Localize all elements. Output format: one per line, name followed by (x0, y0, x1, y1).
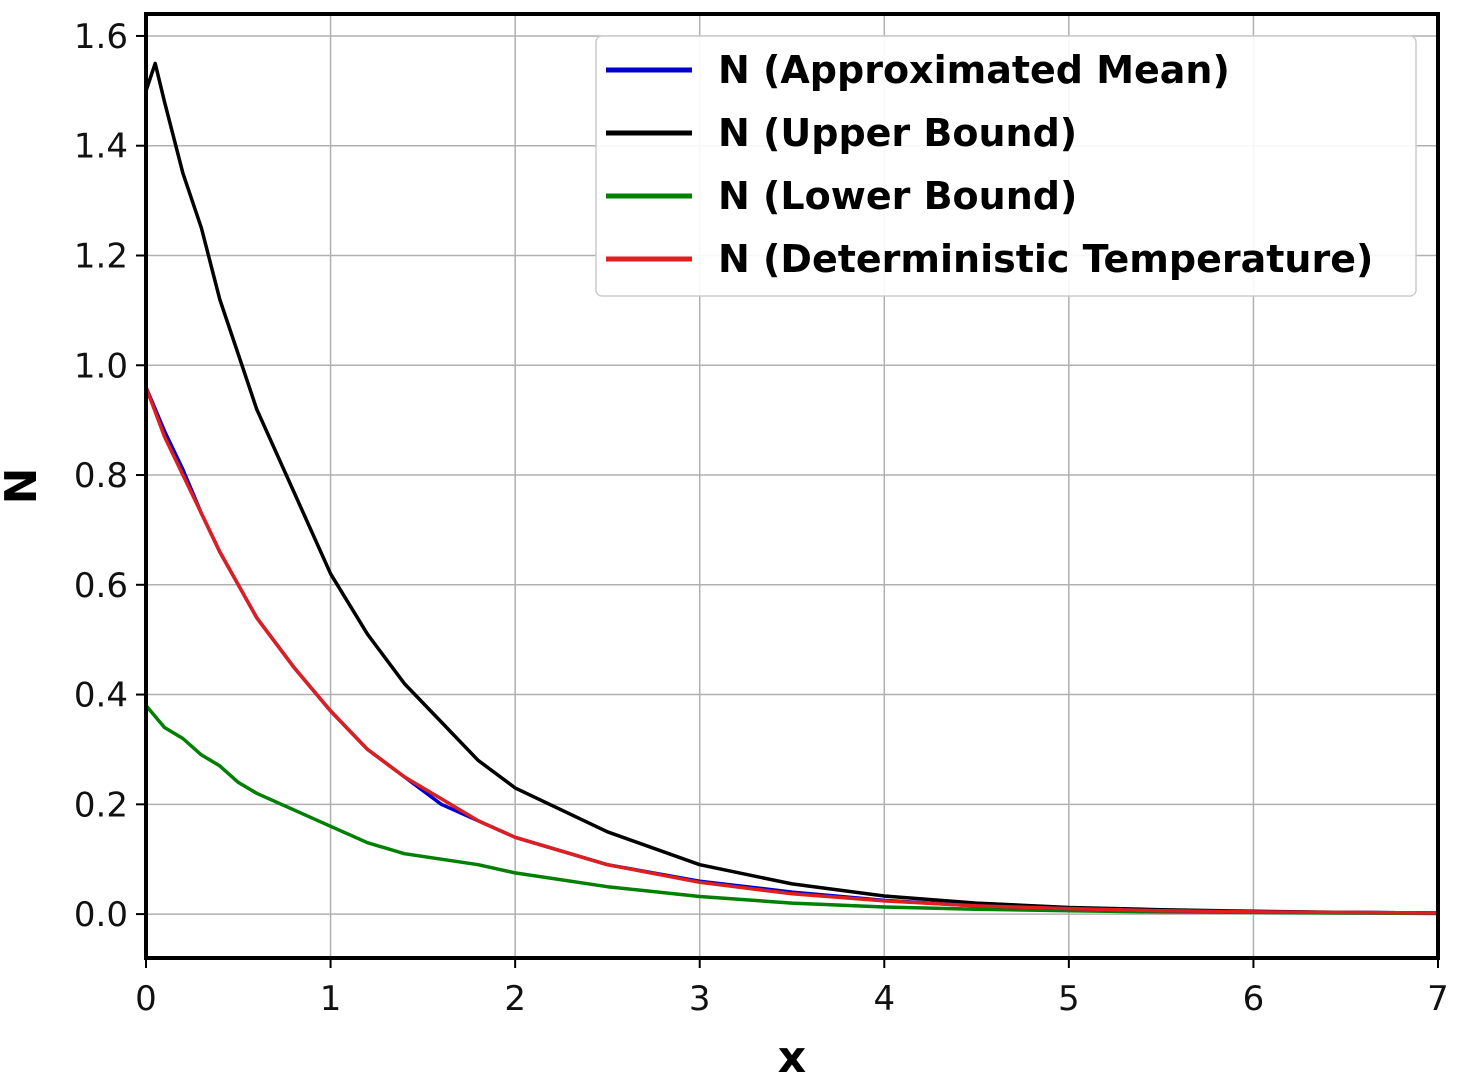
x-axis-label: x (778, 1032, 806, 1082)
x-tick-label-0: 0 (135, 979, 157, 1019)
y-tick-label-5: 1.0 (74, 346, 128, 386)
x-axis-ticks: 0 1 2 3 4 5 6 7 (135, 958, 1449, 1019)
legend: N (Approximated Mean) N (Upper Bound) N (L… (595, 35, 1417, 297)
plot-frame (144, 12, 1440, 960)
legend-box (595, 35, 1417, 297)
y-axis-ticks: 0.0 0.2 0.4 0.6 0.8 1.0 1.2 1.4 1.6 (74, 17, 146, 935)
x-tick-label-2: 2 (504, 979, 526, 1019)
y-tick-label-4: 0.8 (74, 456, 128, 496)
y-tick-label-1: 0.2 (74, 785, 128, 825)
x-tick-label-1: 1 (320, 979, 342, 1019)
y-tick-label-7: 1.4 (74, 127, 128, 167)
series-layer (144, 61, 1439, 916)
x-tick-label-3: 3 (689, 979, 711, 1019)
series-line-2 (144, 704, 1439, 916)
series-line-0 (144, 386, 1439, 915)
y-tick-label-6: 1.2 (74, 236, 128, 276)
x-tick-label-5: 5 (1058, 979, 1080, 1019)
x-tick-label-6: 6 (1243, 979, 1265, 1019)
y-tick-label-0: 0.0 (74, 895, 128, 935)
legend-label-3: N (Deterministic Temperature) (718, 237, 1373, 281)
y-tick-label-2: 0.4 (74, 676, 128, 716)
x-tick-label-4: 4 (873, 979, 895, 1019)
x-tick-label-7: 7 (1427, 979, 1449, 1019)
y-tick-label-8: 1.6 (74, 17, 128, 57)
legend-label-1: N (Upper Bound) (718, 111, 1077, 155)
legend-label-2: N (Lower Bound) (718, 174, 1077, 218)
y-tick-label-3: 0.6 (74, 566, 128, 606)
legend-label-0: N (Approximated Mean) (718, 48, 1230, 92)
series-line-3 (144, 386, 1439, 915)
y-axis-label: N (0, 468, 47, 505)
